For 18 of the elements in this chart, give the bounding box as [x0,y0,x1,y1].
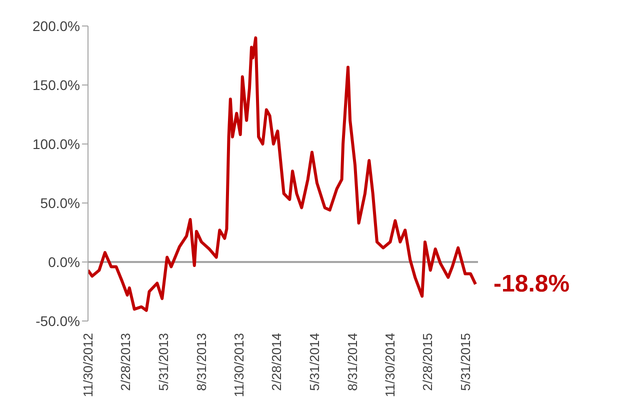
x-tick-label: 8/31/2014 [345,333,360,391]
y-tick-label: 150.0% [32,76,80,93]
y-tick-label: 100.0% [32,136,80,152]
y-tick-label: 50.0% [40,194,80,211]
x-tick-label: 11/30/2014 [382,333,398,398]
x-tick-label: 2/28/2015 [420,333,435,391]
x-tick-label: 2/28/2013 [118,333,133,391]
x-tick-label: 5/31/2014 [306,333,322,391]
x-tick-label: 8/31/2013 [194,333,209,391]
x-tick-label: 11/30/2013 [232,333,247,398]
text: -18.8% [494,270,570,298]
y-tick-label: -50.0% [36,312,80,329]
x-tick-label: 5/31/2015 [458,333,474,391]
x-tick-label: 2/28/2014 [268,333,284,391]
y-tick-label: 0.0% [48,254,80,270]
x-tick-label: 5/31/2013 [156,333,171,391]
y-tick-label: 200.0% [32,18,80,34]
x-tick-label: 11/30/2012 [80,333,96,398]
